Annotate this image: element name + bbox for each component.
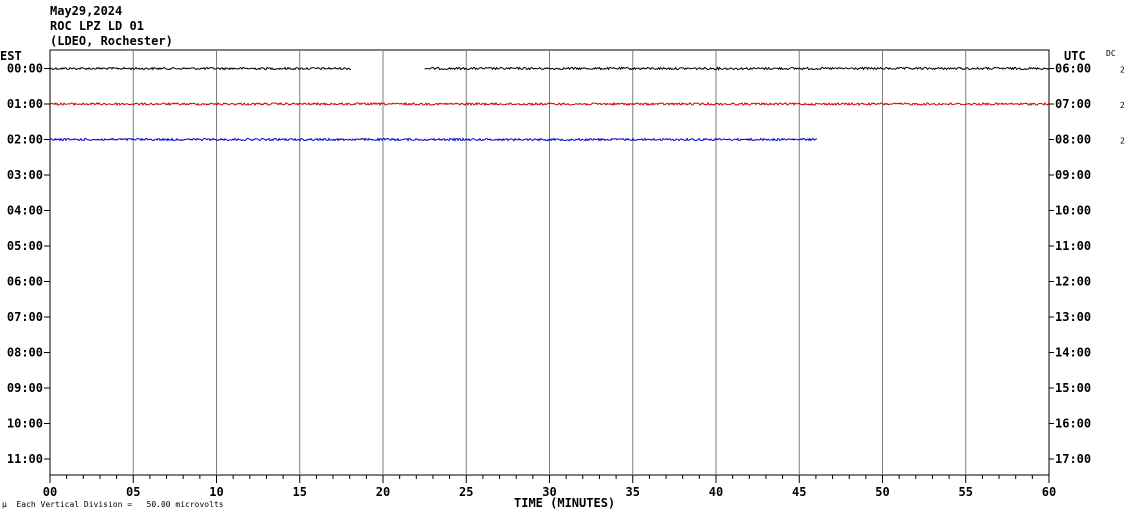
x-tick-label: 55 bbox=[959, 485, 973, 499]
x-tick-label: 40 bbox=[709, 485, 723, 499]
trace-0100 bbox=[49, 101, 1050, 107]
right-row-label: 15:00 bbox=[1055, 381, 1091, 395]
right-row-label: 09:00 bbox=[1055, 168, 1091, 182]
right-row-label: 16:00 bbox=[1055, 417, 1091, 431]
right-row-label: 17:00 bbox=[1055, 452, 1091, 466]
left-row-label: 00:00 bbox=[7, 62, 43, 76]
x-tick-label: 00 bbox=[43, 485, 57, 499]
right-row-label: 12:00 bbox=[1055, 275, 1091, 289]
right-row-label: 06:00 bbox=[1055, 62, 1091, 76]
trace-0200 bbox=[49, 137, 818, 142]
left-row-label: 02:00 bbox=[7, 133, 43, 147]
trace-0000 bbox=[49, 66, 352, 71]
left-row-label: 04:00 bbox=[7, 204, 43, 218]
left-row-label: 03:00 bbox=[7, 168, 43, 182]
x-tick-label: 35 bbox=[626, 485, 640, 499]
left-row-label: 06:00 bbox=[7, 275, 43, 289]
x-tick-label: 60 bbox=[1042, 485, 1056, 499]
right-row-label: 14:00 bbox=[1055, 346, 1091, 360]
left-row-label: 09:00 bbox=[7, 381, 43, 395]
left-timezone-label: EST bbox=[0, 49, 22, 63]
scale-note: μ Each Vertical Division = 50.00 microvo… bbox=[2, 500, 224, 509]
left-row-label: 05:00 bbox=[7, 239, 43, 253]
x-axis-title: TIME (MINUTES) bbox=[514, 496, 616, 510]
chart-network: (LDEO, Rochester) bbox=[50, 34, 173, 48]
x-tick-label: 30 bbox=[542, 485, 556, 499]
x-tick-label: 20 bbox=[376, 485, 390, 499]
x-tick-label: 50 bbox=[875, 485, 889, 499]
left-row-label: 08:00 bbox=[7, 346, 43, 360]
left-row-label: 11:00 bbox=[7, 452, 43, 466]
left-row-label: 10:00 bbox=[7, 417, 43, 431]
dc-value: 2 bbox=[1120, 137, 1125, 146]
chart-station: ROC LPZ LD 01 bbox=[50, 19, 144, 33]
x-tick-label: 10 bbox=[209, 485, 223, 499]
dc-label: DC bbox=[1106, 49, 1116, 58]
right-row-label: 08:00 bbox=[1055, 133, 1091, 147]
right-row-label: 10:00 bbox=[1055, 204, 1091, 218]
chart-date: May29,2024 bbox=[50, 4, 123, 18]
right-row-label: 07:00 bbox=[1055, 97, 1091, 111]
right-row-label: 11:00 bbox=[1055, 239, 1091, 253]
scale-note-text: Each Vertical Division = 50.00 microvolt… bbox=[16, 500, 224, 509]
dc-value: 2 bbox=[1120, 66, 1125, 75]
left-row-label: 07:00 bbox=[7, 310, 43, 324]
micro-mark: μ bbox=[2, 500, 7, 509]
left-row-label: 01:00 bbox=[7, 97, 43, 111]
dc-value: 2 bbox=[1120, 101, 1125, 110]
right-timezone-label: UTC bbox=[1064, 49, 1086, 63]
x-tick-label: 05 bbox=[126, 485, 140, 499]
x-tick-label: 45 bbox=[792, 485, 806, 499]
x-tick-label: 25 bbox=[459, 485, 473, 499]
trace-0000 bbox=[424, 66, 1049, 71]
x-tick-label: 15 bbox=[293, 485, 307, 499]
right-row-label: 13:00 bbox=[1055, 310, 1091, 324]
